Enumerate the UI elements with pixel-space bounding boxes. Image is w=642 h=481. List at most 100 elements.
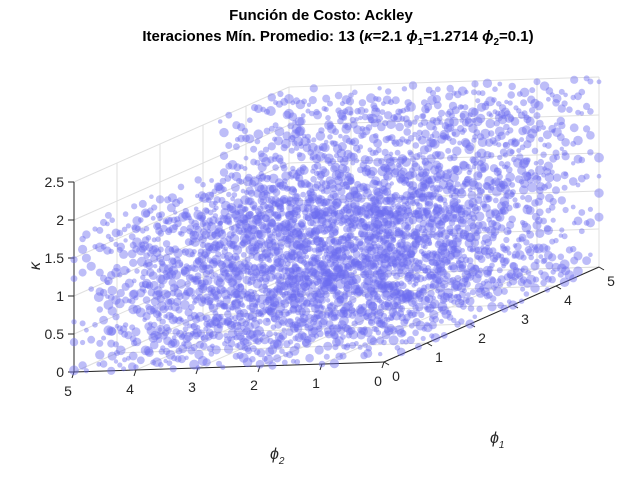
scatter-point <box>365 221 375 232</box>
scatter-point <box>421 105 430 114</box>
scatter-point <box>410 231 419 240</box>
scatter-point <box>480 128 491 139</box>
scatter-point <box>324 198 333 207</box>
scatter-point <box>446 168 452 174</box>
scatter-point <box>421 99 428 106</box>
scatter-point <box>455 294 462 301</box>
scatter-point <box>270 300 277 308</box>
scatter-point <box>202 315 208 321</box>
scatter-point <box>420 113 427 119</box>
scatter-point <box>521 125 532 135</box>
scatter-point <box>335 246 343 254</box>
scatter-point <box>237 134 245 143</box>
scatter-point <box>229 240 238 249</box>
scatter-point <box>173 297 182 307</box>
scatter-point <box>401 86 408 92</box>
scatter-point <box>255 174 261 180</box>
scatter-point <box>145 283 151 289</box>
scatter-point <box>371 199 380 207</box>
scatter-point <box>264 255 271 262</box>
scatter-point <box>275 263 284 272</box>
scatter-point <box>227 328 238 339</box>
scatter-point <box>304 275 310 281</box>
scatter-point <box>325 279 332 286</box>
scatter-point <box>321 223 328 230</box>
scatter-point <box>170 302 180 312</box>
scatter-point <box>240 267 248 275</box>
scatter-point <box>155 337 163 344</box>
scatter-point <box>208 201 216 208</box>
scatter-point <box>578 88 586 96</box>
scatter-point <box>354 107 361 115</box>
scatter-point <box>238 229 244 236</box>
scatter-point <box>491 177 501 186</box>
scatter-point <box>554 154 560 161</box>
scatter-point <box>462 180 467 186</box>
scatter-point <box>545 207 552 214</box>
scatter-point <box>344 234 352 242</box>
scatter-point <box>116 289 125 298</box>
scatter-point <box>147 288 156 297</box>
scatter-point <box>347 255 355 264</box>
scatter-point <box>330 272 339 281</box>
scatter-point <box>415 215 424 223</box>
scatter-point <box>452 213 458 219</box>
scatter-point <box>456 264 465 273</box>
scatter-point <box>223 215 233 225</box>
scatter-point <box>251 316 258 323</box>
scatter-point <box>323 326 332 335</box>
scatter-point <box>285 267 295 277</box>
scatter-point <box>245 211 253 220</box>
scatter-point <box>417 213 424 220</box>
scatter-point <box>383 232 391 239</box>
scatter-point <box>227 160 238 170</box>
scatter-point <box>207 297 214 305</box>
scatter-point <box>426 154 436 164</box>
scatter-point <box>352 190 361 199</box>
scatter-point <box>419 220 427 228</box>
scatter-point <box>270 263 277 270</box>
scatter-point <box>190 343 198 351</box>
scatter-point <box>212 290 222 300</box>
scatter-point <box>310 272 317 279</box>
scatter-point <box>237 300 245 308</box>
scatter-point <box>596 173 602 179</box>
scatter-point <box>340 269 350 280</box>
scatter-point <box>219 127 229 138</box>
scatter-point <box>227 339 236 348</box>
scatter-point <box>212 318 221 327</box>
scatter-point <box>197 251 203 258</box>
scatter-point <box>365 214 371 220</box>
scatter-point <box>312 214 318 220</box>
scatter-point <box>492 86 498 92</box>
scatter-point <box>201 230 211 240</box>
scatter-point <box>342 290 348 296</box>
scatter-point <box>314 293 325 304</box>
scatter-point <box>522 204 533 215</box>
scatter-point <box>136 246 146 256</box>
scatter-point <box>447 155 454 162</box>
scatter-point <box>385 280 393 288</box>
scatter-point <box>256 270 261 276</box>
scatter-point <box>503 227 512 236</box>
scatter-point <box>441 245 448 252</box>
scatter-point <box>548 275 556 284</box>
scatter-point <box>217 119 223 124</box>
scatter-point <box>335 352 344 361</box>
scatter-point <box>517 111 526 120</box>
scatter-point <box>290 100 296 106</box>
scatter-point <box>331 192 340 201</box>
scatter-point <box>405 139 412 145</box>
scatter-point <box>211 188 218 195</box>
scatter-point <box>275 285 283 293</box>
scatter-point <box>232 266 239 272</box>
scatter-point <box>341 114 348 121</box>
scatter-point <box>272 338 282 348</box>
scatter-point <box>570 94 576 101</box>
scatter-point <box>425 303 435 313</box>
scatter-point <box>336 109 346 119</box>
scatter-point <box>411 161 418 168</box>
scatter-point <box>354 117 359 122</box>
scatter-point <box>429 226 437 233</box>
scatter-point <box>283 264 289 271</box>
